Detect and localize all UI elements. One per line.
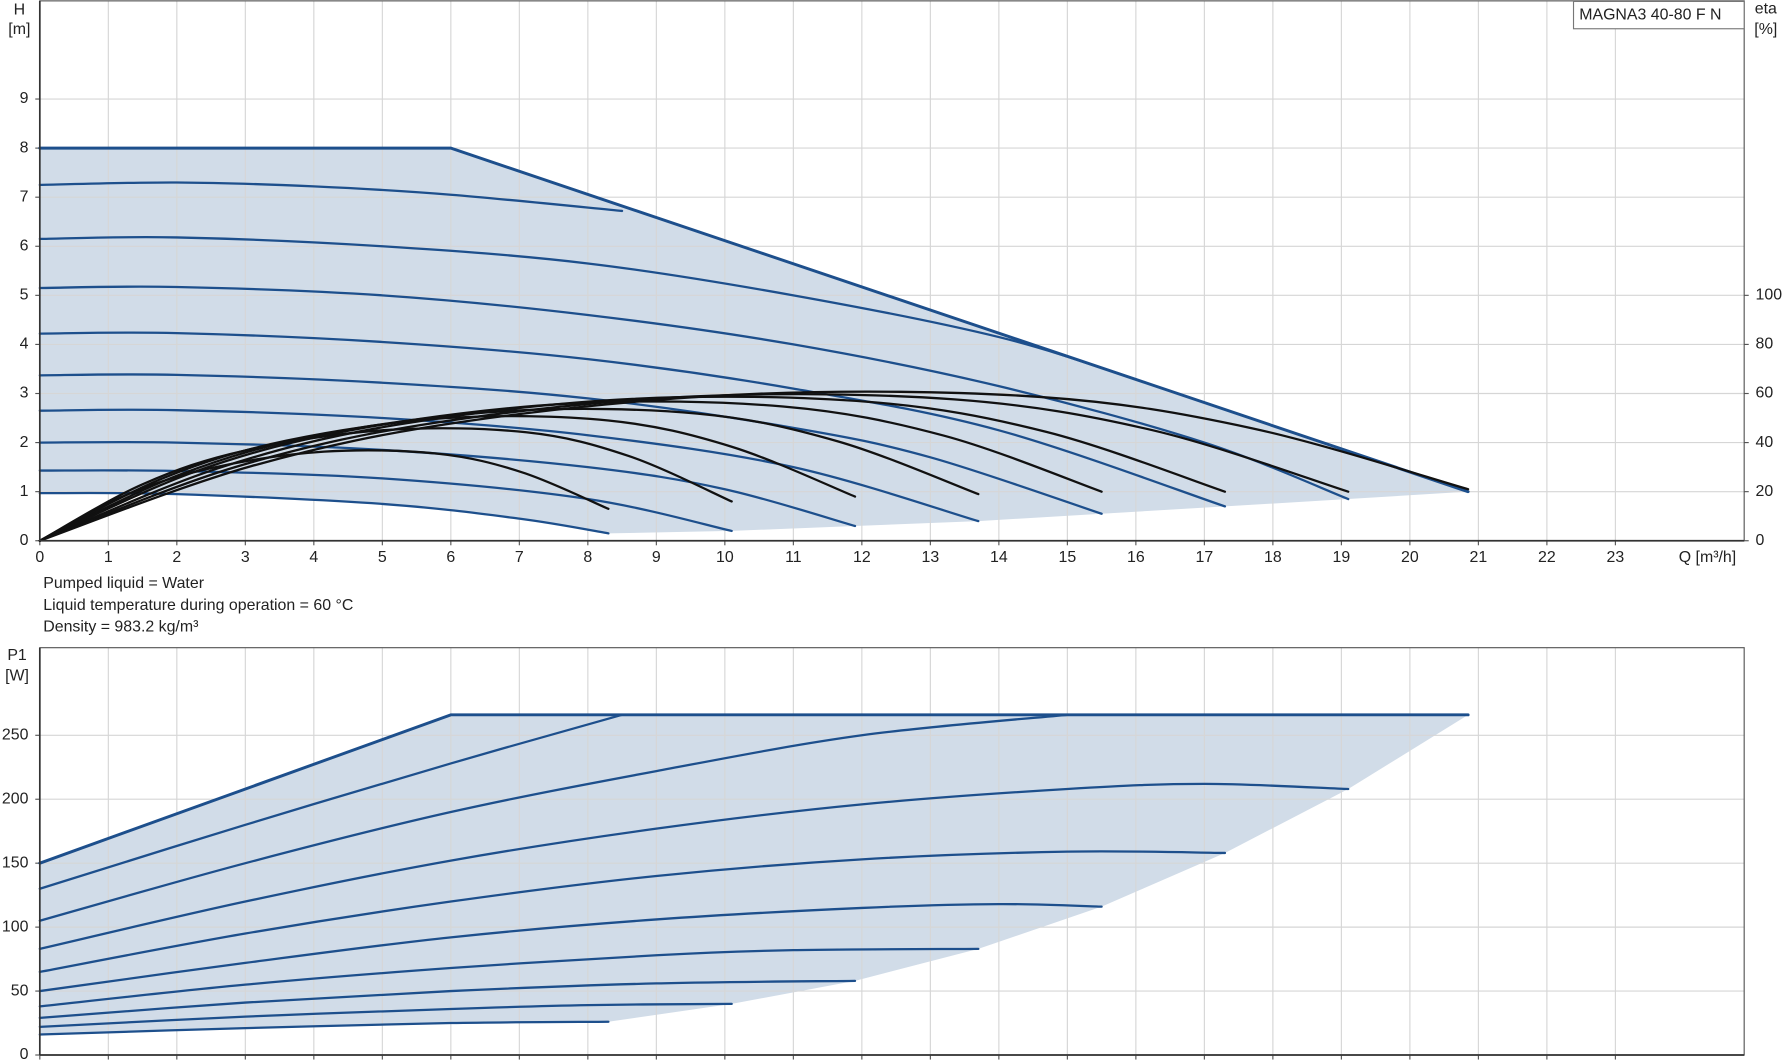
x-tick-label: 13 [922, 549, 940, 566]
operating-area [39, 148, 1469, 534]
y-label: H [14, 2, 25, 19]
curve [38, 469, 733, 533]
y-tick-label: 150 [2, 854, 29, 871]
curve [38, 902, 1103, 993]
x-tick-label: 8 [583, 549, 592, 566]
y-tick-label: 5 [20, 287, 29, 304]
y-tick-label: 250 [2, 726, 29, 743]
y-tick-label: 50 [11, 982, 29, 999]
y-label: P1 [7, 647, 27, 664]
curve [38, 713, 1069, 922]
y-tick-label: 7 [20, 188, 29, 205]
x-tick-label: 19 [1333, 549, 1351, 566]
x-tick-label: 21 [1470, 549, 1488, 566]
x-tick-label: 4 [309, 549, 318, 566]
x-tick-label: 18 [1264, 549, 1282, 566]
y-tick-label: 6 [20, 237, 29, 254]
y2-tick-label: 40 [1756, 434, 1774, 451]
x-tick-label: 0 [35, 549, 44, 566]
note: Liquid temperature during operation = 60… [43, 597, 353, 614]
x-tick-label: 7 [515, 549, 524, 566]
y-tick-label: 3 [20, 385, 29, 402]
curve [38, 782, 1350, 950]
efficiency-curve [38, 395, 1227, 542]
product-box [1572, 0, 1745, 30]
curve [38, 408, 980, 523]
efficiency-curve [38, 407, 980, 542]
x-tick-label: 22 [1538, 549, 1556, 566]
x-tick-label: 9 [652, 549, 661, 566]
y-unit: [m] [8, 21, 30, 38]
curve [38, 373, 1103, 515]
x-tick-label: 16 [1127, 549, 1145, 566]
curve [38, 285, 1350, 501]
x-tick-label: 3 [241, 549, 250, 566]
x-label: Q [m³/h] [1679, 549, 1736, 566]
curve [38, 850, 1227, 974]
operating-area [39, 714, 1469, 1035]
note: Pumped liquid = Water [43, 575, 204, 592]
x-tick-label: 10 [716, 549, 734, 566]
note: Density = 983.2 kg/m³ [43, 618, 198, 635]
x-tick-label: 15 [1059, 549, 1077, 566]
y2-tick-label: 100 [1756, 287, 1783, 304]
curve [38, 331, 1227, 508]
x-tick-label: 6 [446, 549, 455, 566]
y2-tick-label: 20 [1756, 483, 1774, 500]
y-tick-label: 0 [20, 532, 29, 549]
y2-unit: [%] [1754, 21, 1777, 38]
curve [38, 440, 857, 528]
y2-tick-label: 60 [1756, 385, 1774, 402]
efficiency-curve [38, 390, 1470, 542]
y-tick-label: 1 [20, 483, 29, 500]
curve [38, 979, 857, 1020]
y2-tick-label: 0 [1756, 532, 1765, 549]
curve [38, 947, 980, 1008]
y-tick-label: 2 [20, 434, 29, 451]
x-tick-label: 17 [1196, 549, 1214, 566]
product-label: MAGNA3 40-80 F N [1579, 6, 1721, 23]
y-tick-label: 200 [2, 790, 29, 807]
y-tick-label: 9 [20, 90, 29, 107]
y-unit: [W] [5, 667, 29, 684]
x-tick-label: 5 [378, 549, 387, 566]
y2-tick-label: 80 [1756, 336, 1774, 353]
y-tick-label: 4 [20, 336, 29, 353]
curve [38, 235, 1138, 381]
x-tick-label: 11 [785, 549, 802, 566]
y2-label: eta [1755, 1, 1777, 18]
x-tick-label: 2 [172, 549, 181, 566]
curve [38, 181, 624, 213]
y-tick-label: 8 [20, 139, 29, 156]
x-tick-label: 14 [990, 549, 1008, 566]
x-tick-label: 1 [104, 549, 113, 566]
curve [38, 1002, 733, 1029]
y-tick-label: 100 [2, 918, 29, 935]
x-tick-label: 20 [1401, 549, 1419, 566]
x-tick-label: 23 [1607, 549, 1625, 566]
curve [38, 1020, 610, 1036]
curve [38, 713, 1470, 865]
x-tick-label: 12 [853, 549, 871, 566]
y-tick-label: 0 [20, 1046, 29, 1061]
curve [38, 713, 624, 890]
